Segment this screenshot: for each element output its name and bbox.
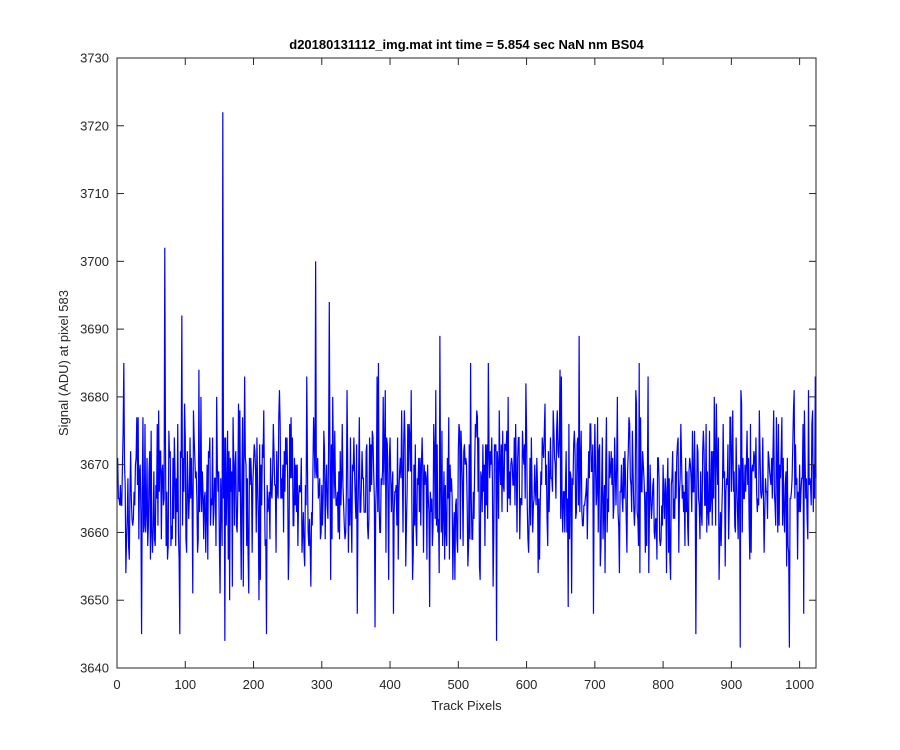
- x-tick-label: 800: [652, 677, 674, 692]
- signal-series-line: [117, 112, 817, 648]
- x-tick-label: 600: [516, 677, 538, 692]
- x-tick-label: 400: [379, 677, 401, 692]
- y-tick-label: 3700: [80, 254, 109, 269]
- tick-layer: 0 100 200 300 400 500 600 700 800 900 1000 3640 3650…: [80, 51, 816, 692]
- x-axis-label: Track Pixels: [431, 698, 502, 713]
- y-tick-label: 3720: [80, 118, 109, 133]
- x-tick-label: 500: [447, 677, 469, 692]
- series-layer: [117, 112, 817, 648]
- x-tick-label: 700: [584, 677, 606, 692]
- x-tick-label: 900: [721, 677, 743, 692]
- x-tick-label: 100: [174, 677, 196, 692]
- plot-area-frame: [116, 57, 817, 669]
- y-tick-label: 3730: [80, 51, 109, 66]
- x-tick-label: 300: [311, 677, 333, 692]
- y-tick-label: 3650: [80, 593, 109, 608]
- chart-title: d20180131112_img.mat int time = 5.854 se…: [289, 37, 644, 52]
- x-tick-label: 1000: [785, 677, 814, 692]
- y-tick-label: 3680: [80, 389, 109, 404]
- x-tick-label: 0: [113, 677, 120, 692]
- plot-area-background: [117, 58, 816, 668]
- x-tick-label: 200: [243, 677, 265, 692]
- y-axis-label: Signal (ADU) at pixel 583: [56, 290, 71, 436]
- y-tick-label: 3660: [80, 525, 109, 540]
- y-tick-label: 3640: [80, 661, 109, 676]
- y-tick-label: 3710: [80, 186, 109, 201]
- y-tick-label: 3670: [80, 457, 109, 472]
- y-tick-label: 3690: [80, 322, 109, 337]
